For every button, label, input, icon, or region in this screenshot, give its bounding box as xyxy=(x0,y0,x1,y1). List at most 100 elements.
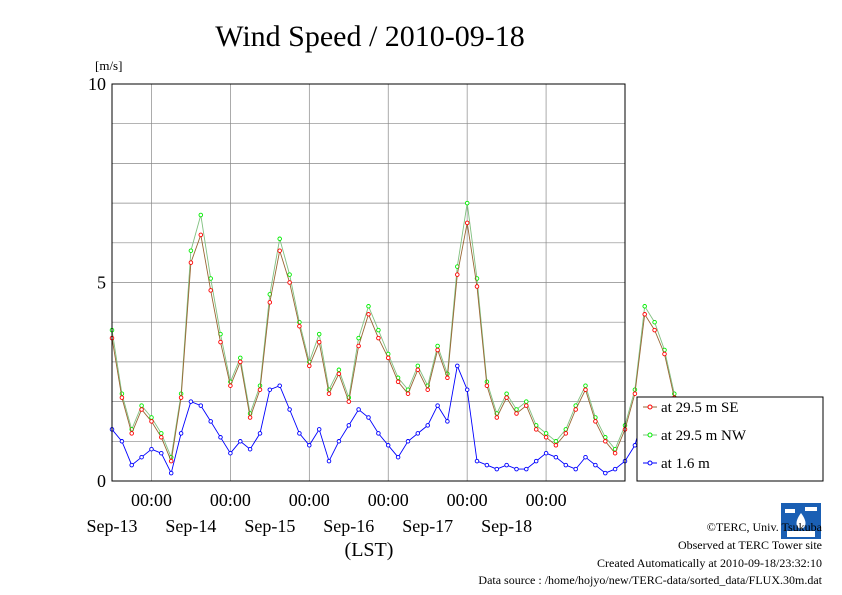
data-point xyxy=(514,466,519,472)
data-point xyxy=(435,403,440,408)
plot-frame xyxy=(111,83,626,482)
y-tick-label: 5 xyxy=(97,273,106,293)
data-point xyxy=(455,363,460,369)
data-point xyxy=(277,248,282,253)
data-point xyxy=(395,454,401,460)
data-point xyxy=(445,419,450,424)
data-point xyxy=(316,427,322,432)
x-tick-time-label: 00:00 xyxy=(368,490,409,510)
data-point xyxy=(593,462,598,468)
legend: at 29.5 m SE at 29.5 m NW at 1.6 m xyxy=(636,396,824,482)
data-point xyxy=(415,363,421,369)
data-point xyxy=(168,458,174,464)
x-tick-date-label: Sep-15 xyxy=(244,516,295,536)
data-point xyxy=(504,391,509,396)
series-line xyxy=(111,203,695,459)
data-point xyxy=(543,435,549,440)
data-point xyxy=(198,212,204,218)
data-point xyxy=(583,383,588,388)
data-point xyxy=(178,431,184,436)
data-point xyxy=(307,363,312,369)
data-point xyxy=(277,383,282,388)
data-point xyxy=(129,462,134,468)
data-point xyxy=(139,403,144,408)
data-point xyxy=(149,446,154,452)
data-point xyxy=(218,435,223,440)
data-point xyxy=(228,450,233,456)
data-point xyxy=(415,431,421,436)
data-point xyxy=(188,260,194,265)
data-point xyxy=(277,236,282,242)
data-point xyxy=(632,443,638,448)
data-point xyxy=(326,391,332,396)
data-point xyxy=(642,304,647,309)
x-tick-date-label: Sep-17 xyxy=(402,516,453,536)
data-point xyxy=(159,435,164,440)
data-point xyxy=(652,327,657,333)
chart-title: Wind Speed / 2010-09-18 xyxy=(215,20,525,53)
data-point xyxy=(494,466,500,472)
series-line xyxy=(111,222,695,463)
x-tick-time-label: 00:00 xyxy=(210,490,251,510)
data-point xyxy=(356,343,361,349)
data-point xyxy=(238,355,243,361)
data-point xyxy=(326,458,332,464)
data-point xyxy=(208,288,213,293)
data-point xyxy=(188,248,194,253)
data-point xyxy=(218,339,223,345)
data-point xyxy=(376,327,381,333)
data-point xyxy=(267,387,273,392)
data-point xyxy=(612,450,618,456)
data-point xyxy=(336,371,342,377)
data-point xyxy=(376,431,381,436)
data-point xyxy=(632,391,638,396)
data-point xyxy=(435,347,440,353)
data-point xyxy=(603,439,608,444)
data-point xyxy=(208,419,213,424)
data-point xyxy=(583,454,588,460)
data-point xyxy=(553,454,559,460)
x-tick-date-label: Sep-18 xyxy=(481,516,532,536)
data-point xyxy=(593,419,598,424)
data-point xyxy=(257,431,263,436)
data-point xyxy=(168,470,174,476)
data-point xyxy=(247,446,253,452)
data-point xyxy=(346,399,352,404)
data-point xyxy=(316,339,322,345)
data-point xyxy=(366,312,371,317)
data-point xyxy=(603,470,608,476)
data-point xyxy=(415,367,421,373)
x-tick-date-label: Sep-13 xyxy=(87,516,138,536)
data-point xyxy=(533,427,539,432)
data-point xyxy=(484,462,490,468)
legend-marker xyxy=(647,432,653,438)
data-point xyxy=(543,450,549,456)
data-point xyxy=(385,443,391,448)
data-point xyxy=(376,335,381,341)
data-point xyxy=(119,439,125,444)
data-point xyxy=(188,399,194,404)
legend-label: at 29.5 m SE xyxy=(661,400,739,416)
data-point xyxy=(464,220,470,226)
data-point xyxy=(514,411,519,416)
x-tick-time-label: 00:00 xyxy=(526,490,567,510)
series-at-1-6-m xyxy=(109,363,697,476)
data-point xyxy=(336,439,342,444)
data-point xyxy=(464,387,470,392)
data-point xyxy=(405,439,411,444)
data-point xyxy=(198,403,204,408)
data-point xyxy=(287,407,292,412)
data-point xyxy=(178,395,184,400)
data-point xyxy=(149,419,154,424)
data-point xyxy=(652,319,657,325)
data-point xyxy=(504,462,509,468)
data-point xyxy=(247,415,253,420)
data-point xyxy=(257,387,263,392)
data-point xyxy=(119,395,125,400)
y-tick-label: 10 xyxy=(88,74,106,94)
data-point xyxy=(139,454,144,460)
legend-label: at 1.6 m xyxy=(661,456,710,472)
x-tick-time-label: 00:00 xyxy=(447,490,488,510)
data-point xyxy=(425,423,430,428)
data-point xyxy=(297,323,302,329)
